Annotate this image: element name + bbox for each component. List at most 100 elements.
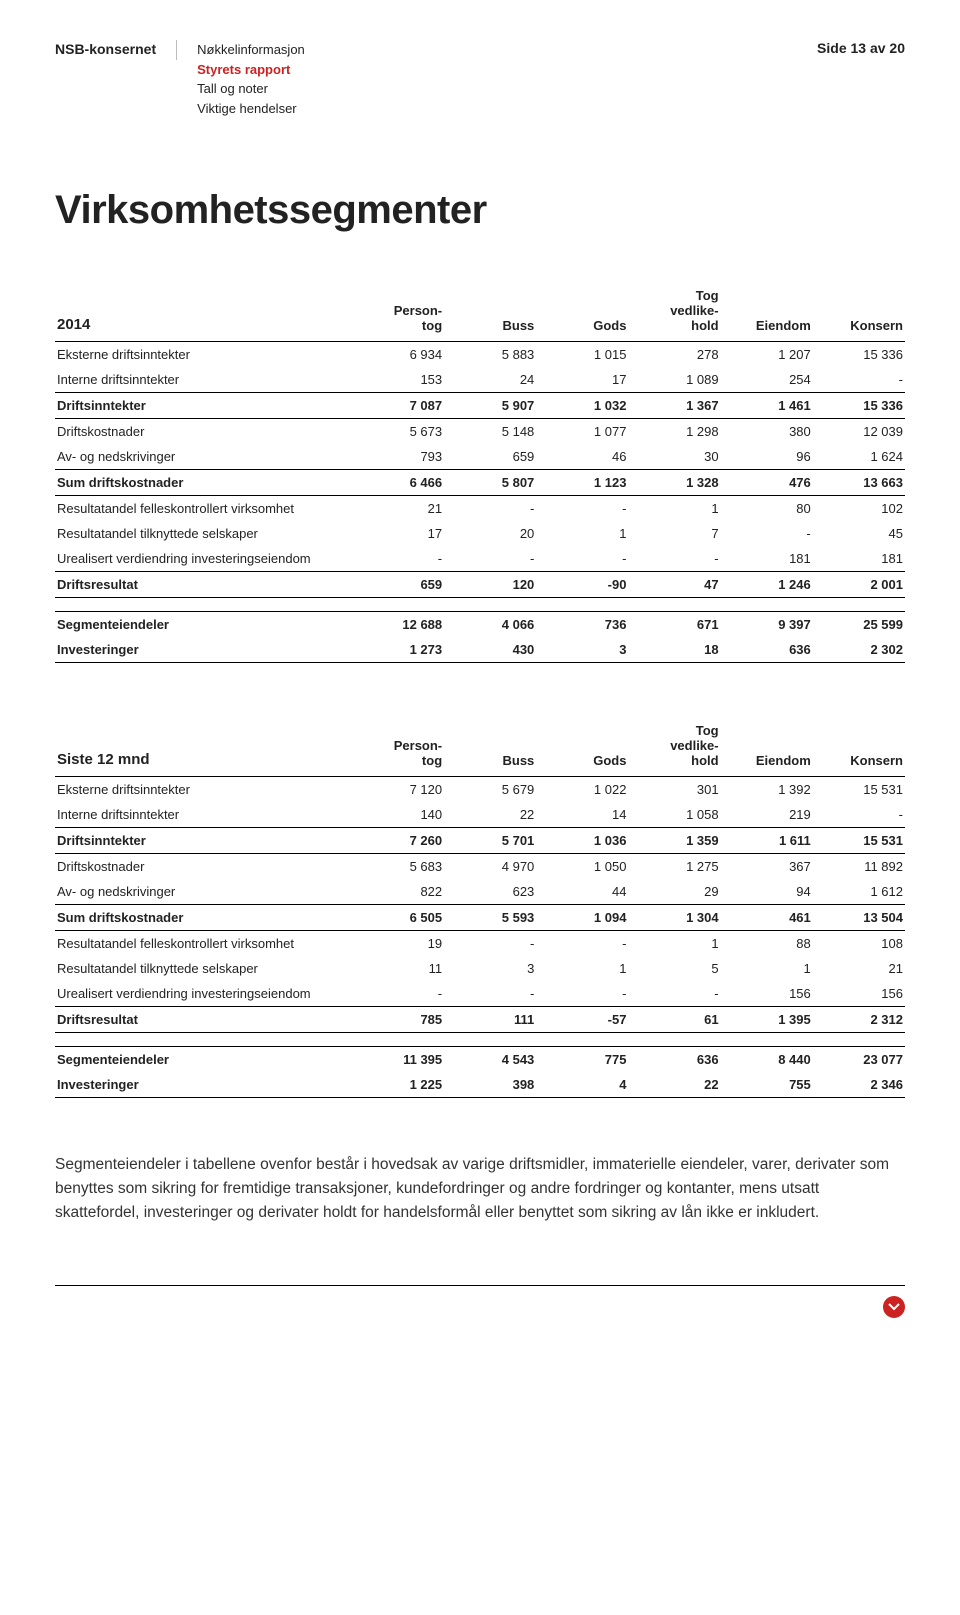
cell-value: 22 (628, 1072, 720, 1098)
cell-value: 7 120 (352, 777, 444, 803)
cell-value: 45 (813, 521, 905, 546)
column-header: Togvedlike-hold (628, 718, 720, 777)
cell-value: 636 (628, 1047, 720, 1073)
cell-value: 476 (721, 470, 813, 496)
cell-value: 111 (444, 1007, 536, 1033)
cell-value: 1 304 (628, 905, 720, 931)
cell-value: 15 531 (813, 777, 905, 803)
cell-value: 14 (536, 802, 628, 828)
cell-value: 1 123 (536, 470, 628, 496)
cell-value: 7 087 (352, 393, 444, 419)
cell-value: 785 (352, 1007, 444, 1033)
cell-value: 8 440 (721, 1047, 813, 1073)
cell-value: 636 (721, 637, 813, 663)
table-row: Sum driftskostnader6 5055 5931 0941 3044… (55, 905, 905, 931)
footnote-paragraph: Segmenteiendeler i tabellene ovenfor bes… (55, 1153, 905, 1225)
cell-value: - (444, 981, 536, 1007)
cell-value: 4 066 (444, 612, 536, 638)
cell-value: 2 346 (813, 1072, 905, 1098)
cell-value: 1 328 (628, 470, 720, 496)
cell-value: 659 (352, 572, 444, 598)
table-row: Segmenteiendeler11 3954 5437756368 44023… (55, 1047, 905, 1073)
cell-value: 5 673 (352, 419, 444, 445)
cell-value: - (813, 802, 905, 828)
cell-value: 17 (352, 521, 444, 546)
cell-value: 108 (813, 931, 905, 957)
cell-value: 1 058 (628, 802, 720, 828)
next-page-button[interactable] (883, 1296, 905, 1318)
cell-value: 430 (444, 637, 536, 663)
cell-value: 1 273 (352, 637, 444, 663)
cell-value: 461 (721, 905, 813, 931)
table-row: Investeringer1 2734303186362 302 (55, 637, 905, 663)
cell-value: 219 (721, 802, 813, 828)
row-label: Interne driftsinntekter (55, 802, 352, 828)
cell-value: 2 302 (813, 637, 905, 663)
segment-table-2014: 2014Person-togBussGodsTogvedlike-holdEie… (55, 283, 905, 663)
table-row: Interne driftsinntekter14022141 058219- (55, 802, 905, 828)
column-header: Eiendom (721, 283, 813, 342)
cell-value: 1 (536, 956, 628, 981)
table-row: Interne driftsinntekter15324171 089254- (55, 367, 905, 393)
cell-value: 822 (352, 879, 444, 905)
cell-value: 793 (352, 444, 444, 470)
cell-value: 94 (721, 879, 813, 905)
cell-value: 5 907 (444, 393, 536, 419)
row-label: Interne driftsinntekter (55, 367, 352, 393)
table-row: Eksterne driftsinntekter7 1205 6791 0223… (55, 777, 905, 803)
table-row: Driftsresultat659120-90471 2462 001 (55, 572, 905, 598)
cell-value: 2 001 (813, 572, 905, 598)
cell-value: 20 (444, 521, 536, 546)
segment-table-last12: Siste 12 mndPerson-togBussGodsTogvedlike… (55, 718, 905, 1098)
cell-value: 19 (352, 931, 444, 957)
table-row: Driftskostnader5 6834 9701 0501 27536711… (55, 854, 905, 880)
cell-value: 9 397 (721, 612, 813, 638)
cell-value: 25 599 (813, 612, 905, 638)
nav-item[interactable]: Styrets rapport (197, 60, 305, 80)
cell-value: - (813, 367, 905, 393)
cell-value: 1 (628, 931, 720, 957)
cell-value: 2 312 (813, 1007, 905, 1033)
cell-value: 5 679 (444, 777, 536, 803)
table-row: Resultatandel tilknyttede selskaper11315… (55, 956, 905, 981)
cell-value: 12 039 (813, 419, 905, 445)
cell-value: 1 359 (628, 828, 720, 854)
cell-value: 623 (444, 879, 536, 905)
cell-value: 278 (628, 342, 720, 368)
cell-value: 120 (444, 572, 536, 598)
column-header: Togvedlike-hold (628, 283, 720, 342)
cell-value: 1 077 (536, 419, 628, 445)
cell-value: 140 (352, 802, 444, 828)
cell-value: 4 (536, 1072, 628, 1098)
cell-value: 6 934 (352, 342, 444, 368)
cell-value: 301 (628, 777, 720, 803)
cell-value: 23 077 (813, 1047, 905, 1073)
cell-value: 1 624 (813, 444, 905, 470)
cell-value: 7 260 (352, 828, 444, 854)
column-header: Gods (536, 283, 628, 342)
cell-value: 15 336 (813, 393, 905, 419)
nav-item[interactable]: Tall og noter (197, 79, 305, 99)
page-footer (55, 1285, 905, 1318)
cell-value: 21 (813, 956, 905, 981)
cell-value: 254 (721, 367, 813, 393)
row-label: Av- og nedskrivinger (55, 879, 352, 905)
table-row: Resultatandel tilknyttede selskaper17201… (55, 521, 905, 546)
table-row: Driftsinntekter7 0875 9071 0321 3671 461… (55, 393, 905, 419)
table-row: Investeringer1 2253984227552 346 (55, 1072, 905, 1098)
cell-value: 21 (352, 496, 444, 522)
table-row: Resultatandel felleskontrollert virksomh… (55, 496, 905, 522)
cell-value: 18 (628, 637, 720, 663)
column-header: Person-tog (352, 718, 444, 777)
cell-value: 4 543 (444, 1047, 536, 1073)
column-header: Person-tog (352, 283, 444, 342)
cell-value: 13 504 (813, 905, 905, 931)
nav-item[interactable]: Viktige hendelser (197, 99, 305, 119)
table-row: Av- og nedskrivinger8226234429941 612 (55, 879, 905, 905)
table-row: Resultatandel felleskontrollert virksomh… (55, 931, 905, 957)
cell-value: 1 050 (536, 854, 628, 880)
row-label: Resultatandel felleskontrollert virksomh… (55, 496, 352, 522)
cell-value: - (536, 546, 628, 572)
nav-item[interactable]: Nøkkelinformasjon (197, 40, 305, 60)
cell-value: 156 (721, 981, 813, 1007)
